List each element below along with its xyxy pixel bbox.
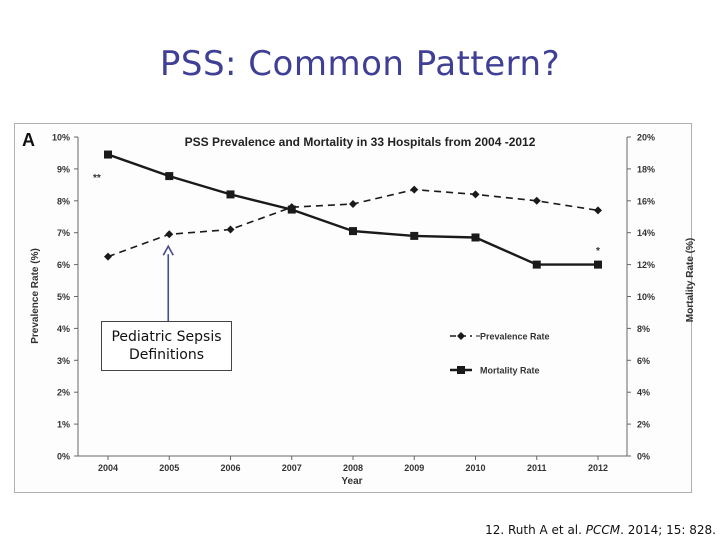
- prevalence-point: [410, 185, 419, 194]
- callout-line-2: Definitions: [128, 347, 205, 363]
- mortality-point: [471, 233, 480, 242]
- x-tick-label: 2004: [98, 463, 118, 473]
- x-tick-label: 2005: [159, 463, 179, 473]
- prevalence-point: [104, 252, 112, 261]
- y-left-tick-label: 2%: [57, 388, 70, 398]
- x-tick-label: 2009: [404, 463, 424, 473]
- legend-mortality-marker: [457, 366, 465, 374]
- y-left-tick-label: 3%: [57, 356, 70, 366]
- mortality-point: [165, 172, 174, 181]
- x-tick-label: 2011: [527, 463, 547, 473]
- legend-prevalence-marker: [457, 332, 465, 340]
- figure-frame: [14, 123, 692, 493]
- y-left-tick-label: 10%: [52, 133, 70, 143]
- slide-title: PSS: Common Pattern?: [159, 44, 561, 84]
- x-tick-label: 2012: [588, 463, 608, 473]
- y-left-tick-label: 6%: [57, 260, 70, 270]
- citation: 12. Ruth A et al. PCCM. 2014; 15: 828.: [485, 523, 716, 537]
- prevalence-line: [107, 188, 599, 258]
- y-right-tick-label: 10%: [637, 292, 655, 302]
- citation-suffix: . 2014; 15: 828.: [620, 523, 716, 537]
- y-axis-left-label: Prevalence Rate (%): [30, 248, 41, 344]
- mortality-point: [349, 227, 357, 236]
- callout-line-1: Pediatric Sepsis: [111, 329, 222, 345]
- mortality-point: [287, 205, 296, 214]
- prevalence-point: [349, 199, 357, 208]
- legend-prevalence-label: Prevalence Rate: [480, 332, 550, 342]
- y-left-tick-label: 1%: [57, 420, 70, 430]
- citation-prefix: 12. Ruth A et al.: [485, 523, 586, 537]
- y-axis-right-label: Mortality Rate (%): [685, 238, 696, 322]
- x-tick-label: 2006: [220, 463, 240, 473]
- y-left-tick-label: 0%: [57, 452, 70, 462]
- prevalence-point: [165, 230, 174, 239]
- y-right-tick-label: 12%: [637, 260, 655, 270]
- y-right-tick-label: 18%: [637, 164, 655, 174]
- y-right-tick-label: 20%: [637, 133, 655, 143]
- y-left-tick-label: 8%: [57, 196, 70, 206]
- x-axis-label: Year: [341, 476, 362, 487]
- y-left-tick-label: 5%: [57, 292, 70, 302]
- y-left-tick-label: 7%: [57, 228, 70, 238]
- annotation-double-asterisk: **: [93, 173, 101, 184]
- callout-box: Pediatric Sepsis Definitions: [101, 321, 232, 371]
- mortality-point: [410, 231, 419, 240]
- chart-title: PSS Prevalence and Mortality in 33 Hospi…: [185, 135, 536, 149]
- mortality-point: [226, 190, 235, 199]
- annotation-asterisk: *: [596, 246, 600, 257]
- y-right-tick-label: 16%: [637, 196, 655, 206]
- x-tick-label: 2010: [465, 463, 485, 473]
- y-left-tick-label: 4%: [57, 324, 70, 334]
- panel-label: A: [22, 130, 35, 150]
- x-tick-label: 2008: [343, 463, 363, 473]
- prevalence-point: [532, 196, 541, 205]
- callout-arrow-head: [162, 244, 174, 256]
- y-right-tick-label: 14%: [637, 228, 655, 238]
- prevalence-point: [594, 206, 602, 215]
- y-right-tick-label: 2%: [637, 420, 650, 430]
- y-right-tick-label: 0%: [637, 452, 650, 462]
- y-left-tick-label: 9%: [57, 164, 70, 174]
- legend-mortality-label: Mortality Rate: [480, 366, 540, 376]
- mortality-point: [104, 150, 112, 159]
- mortality-line: [107, 153, 598, 266]
- y-right-tick-label: 4%: [637, 388, 650, 398]
- citation-journal: PCCM: [585, 523, 621, 537]
- prevalence-point: [226, 225, 235, 234]
- prevalence-point: [471, 190, 480, 199]
- mortality-point: [532, 260, 541, 269]
- y-right-tick-label: 8%: [637, 324, 650, 334]
- mortality-point: [594, 260, 602, 269]
- y-right-tick-label: 6%: [637, 356, 650, 366]
- x-tick-label: 2007: [282, 463, 302, 473]
